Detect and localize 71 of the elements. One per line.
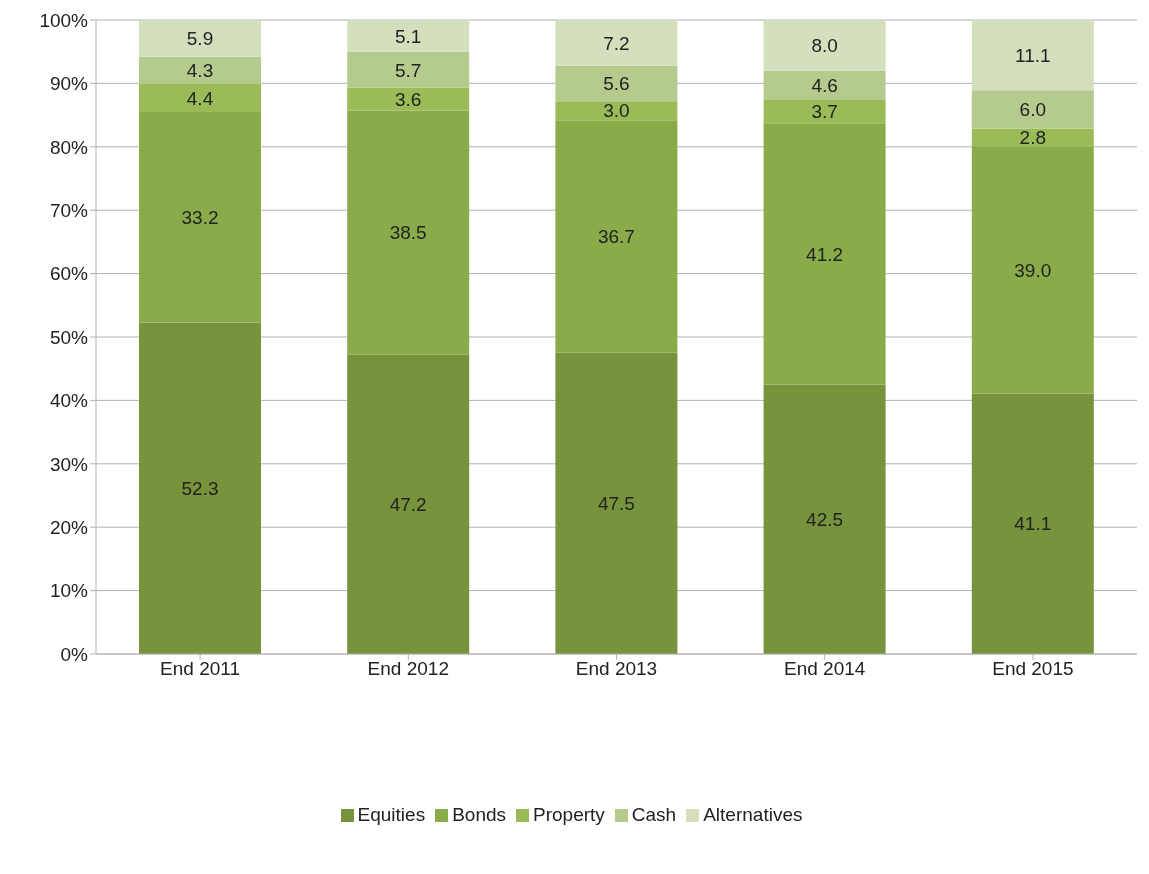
data-label: 42.5	[806, 509, 844, 531]
bar	[139, 111, 261, 323]
data-label: 3.7	[811, 101, 838, 123]
y-tick-label: 60%	[49, 263, 89, 285]
y-tick-label: 100%	[39, 9, 89, 31]
bar	[555, 20, 678, 66]
legend-label: Property	[533, 804, 605, 825]
bar	[763, 99, 886, 124]
data-label: 36.7	[597, 226, 635, 248]
bar	[971, 128, 1094, 147]
bar	[139, 20, 261, 57]
y-tick-label: 10%	[49, 580, 89, 602]
data-label: 3.6	[394, 89, 422, 110]
x-tick-label: End 2012	[367, 658, 449, 680]
y-tick-label: 0%	[60, 643, 89, 665]
data-label: 41.1	[1014, 513, 1052, 535]
data-label: 5.9	[186, 28, 214, 50]
data-label: 47.5	[597, 493, 635, 515]
bar	[347, 110, 470, 355]
bar	[971, 90, 1094, 129]
data-label: 38.5	[389, 222, 427, 244]
data-label: 39.0	[1014, 259, 1052, 281]
x-tick-label: End 2011	[160, 658, 241, 680]
bar	[971, 20, 1094, 91]
bar	[555, 101, 678, 121]
bar	[763, 123, 886, 385]
y-tick-label: 50%	[49, 326, 89, 348]
y-tick-label: 80%	[49, 136, 89, 158]
data-label: 5.7	[394, 59, 422, 81]
data-label: 2.8	[1019, 127, 1047, 149]
legend-label: Equities	[357, 804, 426, 825]
bar	[347, 20, 470, 52]
y-tick-label: 40%	[49, 390, 89, 412]
data-label: 33.2	[181, 206, 219, 228]
x-tick-label: End 2015	[992, 658, 1074, 680]
bar	[555, 120, 678, 353]
data-label: 5.6	[603, 73, 630, 95]
y-tick-label: 30%	[49, 453, 89, 475]
data-label: 8.0	[811, 35, 838, 57]
bar	[555, 65, 678, 102]
bar	[763, 20, 886, 71]
data-label: 7.2	[603, 32, 630, 54]
x-tick-label: End 2013	[575, 658, 658, 680]
data-label: 47.2	[389, 494, 427, 516]
data-label: 4.3	[186, 60, 214, 82]
bar	[763, 70, 886, 100]
x-tick-label: End 2014	[784, 658, 866, 680]
bar	[347, 51, 470, 88]
bar	[763, 384, 886, 654]
data-label: 6.0	[1019, 99, 1047, 121]
legend-label: Alternatives	[703, 804, 803, 825]
bar	[555, 352, 678, 654]
data-label: 52.3	[181, 477, 219, 499]
y-tick-label: 20%	[49, 516, 89, 538]
data-label: 3.0	[603, 100, 630, 122]
data-label: 41.2	[806, 243, 844, 265]
bar	[139, 322, 261, 654]
bar	[347, 87, 470, 111]
bar	[139, 84, 261, 112]
bar	[139, 56, 261, 85]
y-tick-label: 70%	[49, 199, 89, 221]
data-label: 5.1	[394, 25, 422, 47]
bar	[971, 393, 1094, 654]
data-label: 4.4	[186, 87, 214, 109]
data-label: 11.1	[1015, 44, 1051, 66]
bar	[971, 146, 1094, 394]
data-label: 4.6	[811, 75, 838, 97]
legend-label: Bonds	[452, 804, 507, 825]
y-tick-label: 90%	[49, 73, 89, 95]
legend-label: Cash	[631, 804, 677, 825]
bar	[347, 354, 470, 654]
